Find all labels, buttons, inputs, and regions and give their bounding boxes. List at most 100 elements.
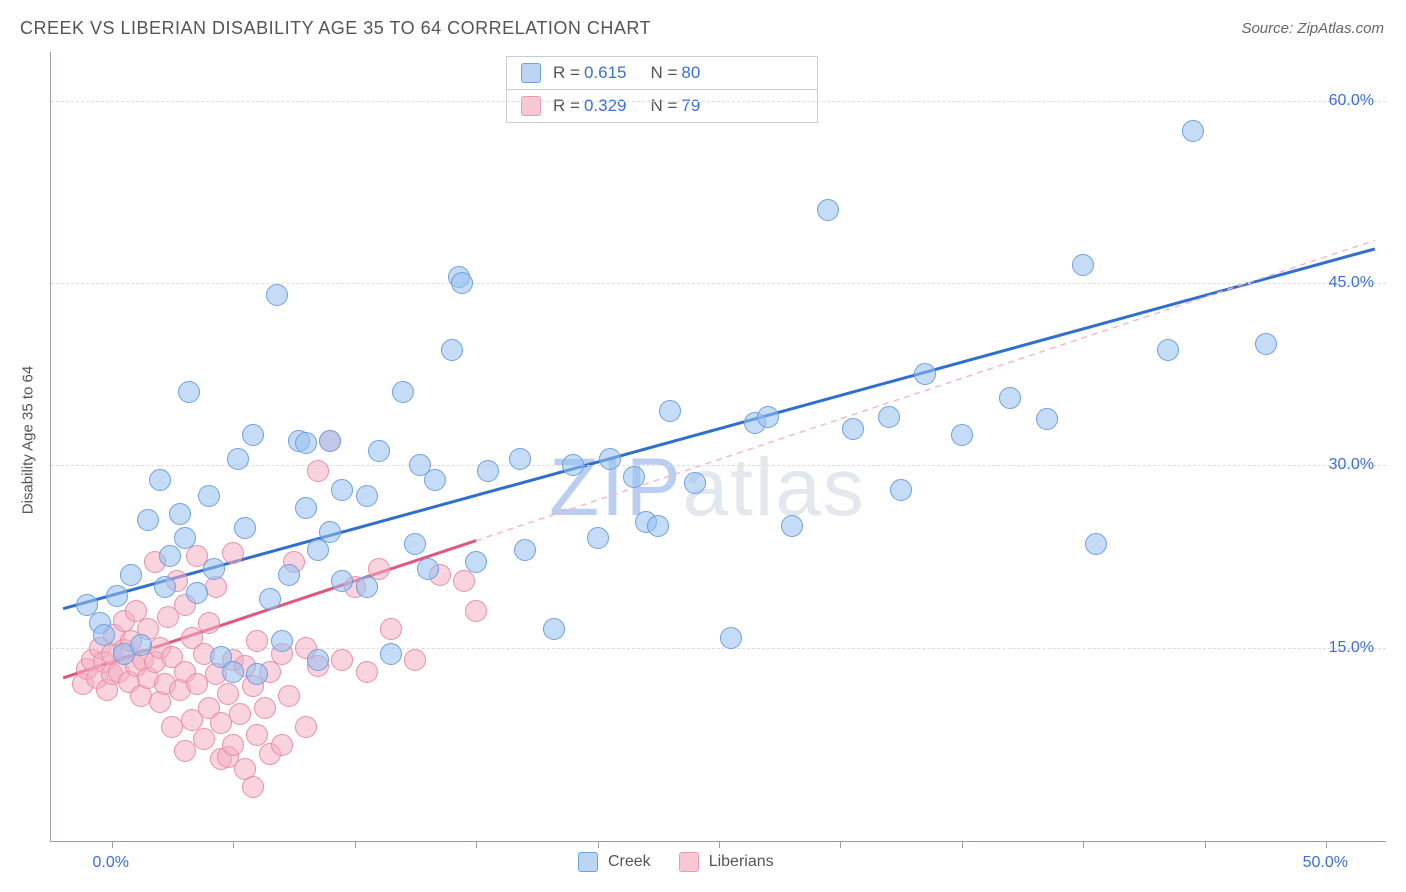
- data-point: [647, 515, 669, 537]
- data-point: [890, 479, 912, 501]
- data-point: [174, 740, 196, 762]
- data-point: [242, 424, 264, 446]
- data-point: [174, 527, 196, 549]
- trend-line: [476, 240, 1375, 540]
- x-tick: [355, 841, 356, 848]
- source-label: Source: ZipAtlas.com: [1241, 20, 1384, 37]
- data-point: [271, 630, 293, 652]
- data-point: [295, 432, 317, 454]
- trend-lines-svg: [51, 52, 1387, 842]
- stats-n-value: 80: [681, 63, 700, 83]
- x-tick: [719, 841, 720, 848]
- data-point: [465, 551, 487, 573]
- data-point: [295, 497, 317, 519]
- data-point: [441, 339, 463, 361]
- data-point: [198, 612, 220, 634]
- data-point: [1182, 120, 1204, 142]
- data-point: [307, 460, 329, 482]
- legend-swatch: [679, 852, 699, 872]
- data-point: [543, 618, 565, 640]
- y-tick-label: 15.0%: [1329, 639, 1374, 657]
- y-tick-label: 60.0%: [1329, 92, 1374, 110]
- data-point: [203, 558, 225, 580]
- data-point: [878, 406, 900, 428]
- x-tick: [1083, 841, 1084, 848]
- stats-n-label: N =: [650, 63, 677, 83]
- data-point: [217, 683, 239, 705]
- data-point: [1255, 333, 1277, 355]
- legend-label: Creek: [608, 853, 651, 871]
- data-point: [842, 418, 864, 440]
- data-point: [186, 582, 208, 604]
- data-point: [198, 485, 220, 507]
- data-point: [781, 515, 803, 537]
- data-point: [319, 521, 341, 543]
- plot-frame: ZIPatlas R =0.615N =80R =0.329N =79 15.0…: [50, 52, 1386, 842]
- x-tick-label: 50.0%: [1303, 854, 1348, 872]
- data-point: [222, 734, 244, 756]
- data-point: [278, 685, 300, 707]
- data-point: [154, 576, 176, 598]
- stats-n-value: 79: [681, 96, 700, 116]
- x-tick: [233, 841, 234, 848]
- data-point: [266, 284, 288, 306]
- data-point: [587, 527, 609, 549]
- data-point: [417, 558, 439, 580]
- plot-area: ZIPatlas R =0.615N =80R =0.329N =79 15.0…: [51, 52, 1386, 841]
- watermark: ZIPatlas: [549, 441, 866, 535]
- data-point: [477, 460, 499, 482]
- x-tick: [1205, 841, 1206, 848]
- stats-box: R =0.615N =80R =0.329N =79: [506, 56, 818, 123]
- data-point: [331, 479, 353, 501]
- data-point: [319, 430, 341, 452]
- data-point: [106, 585, 128, 607]
- gridline: [51, 465, 1386, 466]
- x-tick: [840, 841, 841, 848]
- data-point: [137, 509, 159, 531]
- bottom-legend: Creek Liberians: [578, 852, 792, 872]
- stats-r-label: R =: [553, 63, 580, 83]
- data-point: [404, 649, 426, 671]
- data-point: [817, 199, 839, 221]
- data-point: [331, 649, 353, 671]
- data-point: [1085, 533, 1107, 555]
- legend-label: Liberians: [709, 853, 774, 871]
- data-point: [1157, 339, 1179, 361]
- data-point: [159, 545, 181, 567]
- data-point: [278, 564, 300, 586]
- stats-r-label: R =: [553, 96, 580, 116]
- x-tick: [476, 841, 477, 848]
- data-point: [757, 406, 779, 428]
- data-point: [149, 469, 171, 491]
- data-point: [307, 539, 329, 561]
- data-point: [246, 663, 268, 685]
- data-point: [356, 576, 378, 598]
- data-point: [120, 564, 142, 586]
- data-point: [720, 627, 742, 649]
- y-tick-label: 45.0%: [1329, 274, 1374, 292]
- x-tick: [112, 841, 113, 848]
- data-point: [222, 542, 244, 564]
- data-point: [229, 703, 251, 725]
- stats-row: R =0.615N =80: [507, 57, 817, 89]
- data-point: [242, 776, 264, 798]
- data-point: [392, 381, 414, 403]
- data-point: [451, 272, 473, 294]
- data-point: [178, 381, 200, 403]
- data-point: [514, 539, 536, 561]
- stats-n-label: N =: [650, 96, 677, 116]
- stats-swatch: [521, 63, 541, 83]
- data-point: [227, 448, 249, 470]
- x-tick: [1326, 841, 1327, 848]
- x-tick: [962, 841, 963, 848]
- data-point: [331, 570, 353, 592]
- data-point: [599, 448, 621, 470]
- data-point: [368, 440, 390, 462]
- data-point: [356, 485, 378, 507]
- data-point: [404, 533, 426, 555]
- data-point: [453, 570, 475, 592]
- data-point: [169, 503, 191, 525]
- data-point: [509, 448, 531, 470]
- data-point: [424, 469, 446, 491]
- data-point: [307, 649, 329, 671]
